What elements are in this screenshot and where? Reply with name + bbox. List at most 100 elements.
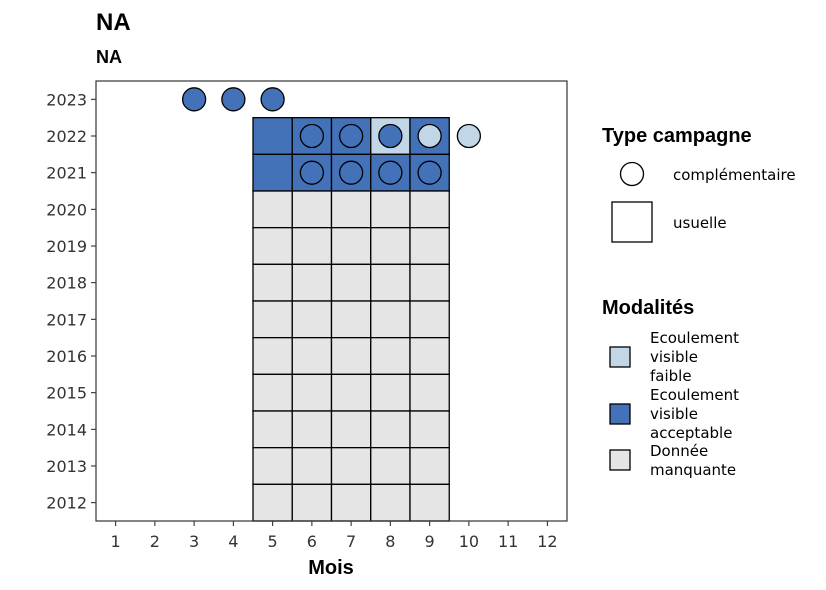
x-tick-label: 2	[150, 532, 160, 551]
x-tick-label: 1	[111, 532, 121, 551]
point	[378, 123, 403, 149]
legend-mod-title: Modalités	[602, 297, 694, 319]
tile	[330, 483, 372, 522]
tile	[330, 263, 372, 302]
x-tick-label: 3	[189, 532, 199, 551]
y-tick-label: 2018	[46, 274, 87, 293]
tile	[409, 263, 450, 302]
y-tick-label: 2016	[46, 347, 87, 366]
point	[417, 160, 442, 185]
tile	[252, 337, 293, 375]
tile	[330, 337, 372, 375]
tile	[409, 410, 450, 449]
y-tick-label: 2012	[46, 494, 87, 513]
y-tick-label: 2020	[46, 200, 87, 219]
legend-mod-key	[609, 346, 631, 368]
y-tick-label: 2022	[46, 127, 87, 146]
tile	[252, 410, 293, 449]
tile	[252, 447, 293, 485]
point	[456, 123, 482, 149]
tile	[291, 410, 333, 449]
tile	[252, 483, 293, 522]
tile	[409, 337, 450, 375]
x-tick-label: 12	[537, 532, 557, 551]
x-tick-label: 8	[385, 532, 395, 551]
point	[338, 160, 364, 185]
tile	[252, 300, 293, 339]
tile	[409, 447, 450, 485]
tile	[370, 227, 411, 265]
legend-mod-label: Ecoulement	[650, 329, 739, 347]
legend-mod-label: visible	[650, 405, 698, 423]
tile	[330, 410, 372, 449]
y-tick-label: 2013	[46, 457, 87, 476]
legend-mod-label: acceptable	[650, 424, 732, 442]
legend-mod-key	[609, 449, 631, 471]
y-tick-label: 2021	[46, 164, 87, 183]
tile	[291, 483, 333, 522]
tile	[370, 373, 411, 412]
tile	[252, 190, 293, 229]
x-tick-label: 5	[268, 532, 278, 551]
tile	[409, 227, 450, 265]
y-tick-label: 2014	[46, 420, 87, 439]
tile	[291, 337, 333, 375]
tile	[370, 190, 411, 229]
legend-mod-key	[609, 403, 631, 425]
legend-mod-label: Donnée	[650, 442, 708, 460]
x-tick-label: 7	[346, 532, 356, 551]
legend-mod-label: faible	[650, 367, 692, 385]
chart-subtitle: NA	[96, 47, 122, 67]
point	[299, 123, 325, 149]
tile	[330, 373, 372, 412]
y-tick-label: 2019	[46, 237, 87, 256]
tile	[370, 447, 411, 485]
tile	[252, 117, 293, 155]
legend-mod-label: manquante	[650, 461, 736, 479]
tile	[409, 483, 450, 522]
tile	[370, 337, 411, 375]
tile	[409, 300, 450, 339]
tile	[330, 227, 372, 265]
legend-type-label: usuelle	[673, 214, 727, 232]
tile	[409, 190, 450, 229]
tile	[370, 410, 411, 449]
point	[260, 87, 285, 112]
plot-frame	[95, 80, 568, 522]
x-tick-label: 6	[307, 532, 317, 551]
tile	[252, 263, 293, 302]
y-tick-label: 2015	[46, 384, 87, 403]
x-tick-label: 10	[459, 532, 479, 551]
tile	[291, 300, 333, 339]
plot-area: 2012 2013 2014 2015 2016 2017 2018 2019 2020 2021…	[46, 80, 568, 551]
point	[221, 87, 246, 112]
legend-circle-key	[619, 161, 645, 187]
legend-type-label: complémentaire	[673, 166, 796, 184]
chart-title: NA	[96, 9, 131, 36]
x-tick-label: 11	[498, 532, 518, 551]
x-tick-label: 9	[425, 532, 435, 551]
legend-type-title: Type campagne	[602, 125, 752, 147]
tile	[370, 483, 411, 522]
point	[181, 87, 207, 112]
point	[417, 123, 442, 149]
tile	[252, 373, 293, 412]
tile	[291, 263, 333, 302]
x-axis-title: Mois	[308, 557, 354, 579]
tile	[291, 227, 333, 265]
legend-square-key	[611, 201, 653, 243]
tile	[409, 373, 450, 412]
legend: Type campagne complémentaire usuelle Modali…	[602, 125, 796, 479]
y-tick-label: 2017	[46, 310, 87, 329]
tile	[330, 300, 372, 339]
tile	[291, 373, 333, 412]
tile	[330, 447, 372, 485]
legend-mod-label: visible	[650, 348, 698, 366]
tile	[370, 300, 411, 339]
tile	[370, 263, 411, 302]
y-tick-label: 2023	[46, 90, 87, 109]
point	[338, 123, 364, 149]
point	[378, 160, 403, 185]
point	[299, 160, 325, 185]
